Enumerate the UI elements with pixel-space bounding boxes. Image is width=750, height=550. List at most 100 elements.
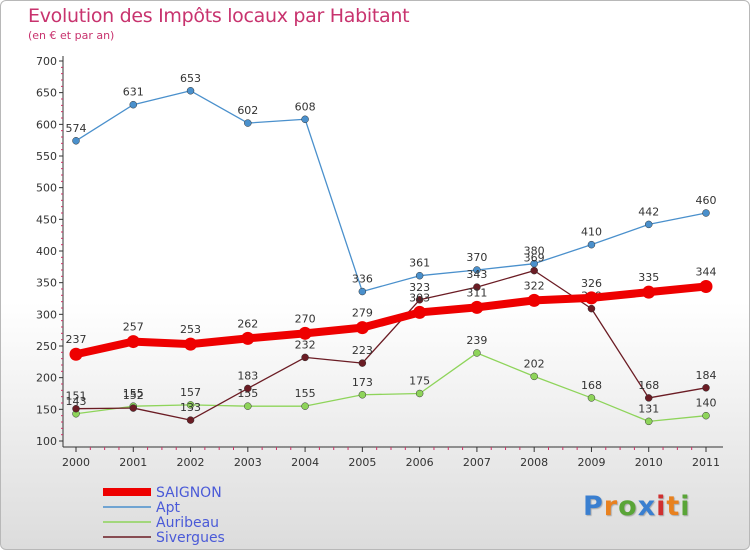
data-point [415, 296, 424, 304]
data-point [358, 287, 367, 296]
data-point [644, 394, 653, 402]
y-tick-label: 700 [36, 55, 57, 68]
data-label: 344 [696, 265, 717, 278]
data-point [129, 100, 138, 109]
x-tick-label: 2010 [635, 456, 663, 469]
data-label: 237 [66, 333, 87, 346]
data-point [69, 347, 83, 361]
data-point [126, 335, 140, 349]
data-point [129, 404, 138, 412]
legend-label: Apt [156, 500, 180, 516]
logo-letter: i [680, 491, 691, 522]
x-tick-label: 2003 [234, 456, 262, 469]
legend-item-saignon: SAIGNON [103, 485, 222, 501]
data-label: 239 [466, 334, 487, 347]
data-point [301, 115, 309, 124]
data-label: 311 [466, 286, 487, 299]
data-label: 574 [66, 122, 87, 135]
data-point [584, 291, 598, 305]
data-label: 168 [638, 379, 659, 392]
y-tick-label: 550 [36, 150, 57, 163]
data-label: 232 [295, 338, 316, 351]
data-point [186, 87, 195, 95]
data-point [301, 402, 309, 410]
x-tick-label: 2007 [463, 456, 491, 469]
data-point [241, 331, 255, 345]
data-label: 155 [123, 387, 144, 400]
data-label: 253 [180, 323, 201, 336]
data-label: 631 [123, 86, 144, 99]
data-label: 257 [123, 321, 144, 334]
data-label: 361 [409, 257, 430, 270]
data-point [644, 220, 653, 229]
y-tick-label: 400 [36, 245, 57, 258]
series-line [75, 269, 707, 421]
data-label: 157 [180, 386, 201, 399]
data-label: 343 [466, 268, 487, 281]
data-point [699, 279, 713, 293]
y-tick-label: 350 [36, 277, 57, 290]
data-point [72, 404, 80, 413]
proxiti-logo: Proxiti [583, 491, 691, 522]
data-point [298, 326, 312, 340]
data-point [415, 389, 424, 398]
data-point [702, 209, 710, 217]
data-label: 279 [352, 307, 373, 320]
y-tick-label: 600 [36, 118, 57, 131]
data-label: 410 [581, 226, 602, 239]
y-tick-label: 200 [36, 372, 57, 385]
data-label: 262 [237, 317, 258, 330]
data-point [415, 271, 424, 280]
x-tick-label: 2008 [520, 456, 548, 469]
logo-letter: x [637, 491, 657, 522]
data-label: 303 [409, 291, 430, 304]
data-point [473, 283, 481, 291]
data-label: 322 [524, 279, 545, 292]
y-tick-label: 500 [36, 182, 57, 195]
series-line [75, 352, 707, 423]
legend-item-sivergues: Sivergues [103, 530, 225, 546]
legend-label: Sivergues [156, 530, 225, 546]
legend-item-auribeau: Auribeau [103, 515, 219, 531]
data-point [184, 337, 198, 351]
series-saignon: 237 257 253 262 270 279 303 311 322 326 335 344 [66, 265, 717, 361]
data-label: 143 [66, 395, 87, 408]
data-point [358, 359, 367, 367]
data-label: 168 [581, 379, 602, 392]
data-label: 133 [180, 401, 201, 414]
x-tick-label: 2011 [692, 456, 720, 469]
data-label: 369 [524, 252, 545, 265]
series-line [72, 282, 710, 359]
data-point [301, 353, 309, 362]
series-apt: 574 631 653 602 608 336 361 370 380 410 442 460 [66, 72, 717, 296]
y-tick-label: 100 [36, 435, 57, 448]
data-label: 608 [295, 100, 316, 113]
data-point [355, 321, 369, 335]
data-label: 335 [638, 271, 659, 284]
data-label: 155 [295, 387, 316, 400]
data-point [587, 394, 596, 402]
data-point [358, 391, 367, 399]
legend-item-apt: Apt [103, 500, 180, 516]
x-tick-label: 2002 [177, 456, 205, 469]
x-tick-label: 2009 [577, 456, 605, 469]
data-point [470, 300, 484, 314]
data-label: 460 [696, 194, 717, 207]
data-label: 336 [352, 273, 373, 286]
data-label: 323 [409, 281, 430, 294]
data-label: 270 [295, 312, 316, 325]
logo-letter: r [603, 491, 619, 522]
series-sivergues: 151152133183232223323343369309168184 [66, 252, 717, 424]
x-tick-label: 2006 [406, 456, 434, 469]
data-label: 140 [696, 397, 717, 410]
data-label: 202 [524, 357, 545, 370]
data-label: 175 [409, 375, 430, 388]
x-tick-label: 2000 [62, 456, 90, 469]
data-label: 151 [66, 390, 87, 403]
y-tick-label: 450 [36, 213, 57, 226]
legend-label: Auribeau [156, 515, 219, 531]
legend-label: SAIGNON [156, 485, 222, 501]
x-tick-label: 2004 [291, 456, 319, 469]
data-point [702, 411, 710, 420]
